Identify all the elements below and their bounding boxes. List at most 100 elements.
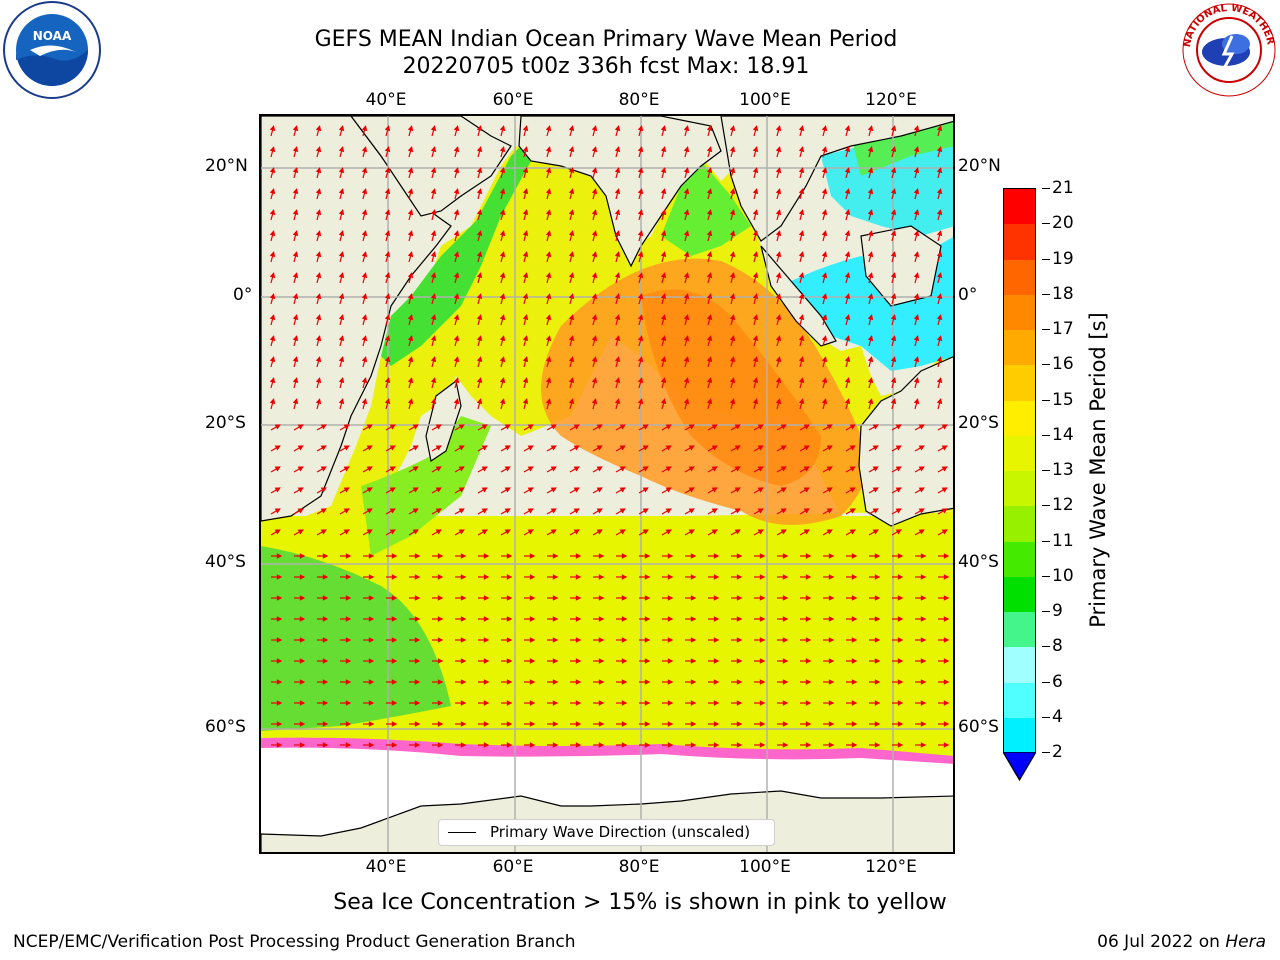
colorbar-tick-label: 6 <box>1052 671 1063 692</box>
wave-arrow-head <box>476 377 483 384</box>
wave-arrow-head <box>322 658 329 664</box>
wave-arrow-head <box>269 146 276 153</box>
wave-arrow-head <box>621 742 628 748</box>
wave-arrow-head <box>366 529 373 535</box>
wave-arrow-head <box>775 125 782 132</box>
wave-arrow-head <box>292 335 299 342</box>
wave-arrow-head <box>389 466 396 472</box>
wave-arrow-head <box>780 424 787 430</box>
wave-arrow-head <box>688 487 695 493</box>
wave-arrow-head <box>315 314 322 321</box>
wave-arrow-head <box>821 314 828 321</box>
colorbar-tick-label: 9 <box>1052 601 1063 621</box>
wave-arrow-head <box>552 616 559 622</box>
wave-arrow-head <box>552 721 559 727</box>
wave-arrow-head <box>757 487 764 493</box>
wave-arrow-head <box>453 398 460 405</box>
wave-arrow-head <box>644 700 651 706</box>
wave-arrow-head <box>460 700 467 706</box>
wave-arrow-head <box>752 314 759 321</box>
wave-arrow-head <box>683 188 690 195</box>
wave-arrow-head <box>476 167 483 174</box>
wave-arrow-head <box>851 595 858 601</box>
wave-arrow-head <box>867 230 874 237</box>
wave-arrow-head <box>568 314 575 321</box>
wave-arrow-head <box>430 398 437 405</box>
wave-arrow-head <box>384 398 391 405</box>
wave-arrow-head <box>736 658 743 664</box>
wave-arrow-head <box>568 335 575 342</box>
wave-arrow-head <box>575 658 582 664</box>
wave-arrow-head <box>389 424 396 430</box>
wave-arrow-head <box>759 595 766 601</box>
wave-arrow-head <box>936 146 943 153</box>
wave-arrow-head <box>782 700 789 706</box>
wave-arrow-head <box>895 529 902 535</box>
wave-arrow-head <box>529 721 536 727</box>
wave-arrow-head <box>619 508 626 514</box>
wave-arrow-head <box>826 508 833 514</box>
wave-arrow-head <box>384 356 391 363</box>
wave-arrow-head <box>596 466 603 472</box>
wave-arrow-head <box>782 553 789 559</box>
wave-arrow-head <box>644 721 651 727</box>
wave-arrow-head <box>828 574 835 580</box>
wave-arrow-head <box>752 125 759 132</box>
wave-arrow-head <box>437 679 444 685</box>
wave-arrow-head <box>943 700 950 706</box>
wave-arrow-head <box>644 679 651 685</box>
wave-arrow-head <box>338 356 345 363</box>
wave-arrow-head <box>407 356 414 363</box>
wave-arrow-head <box>384 146 391 153</box>
wave-arrow-head <box>851 658 858 664</box>
wave-arrow-head <box>711 424 718 430</box>
chart-title: GEFS MEAN Indian Ocean Primary Wave Mean… <box>314 27 898 52</box>
wave-arrow-head <box>619 529 626 535</box>
wave-arrow-head <box>476 209 483 216</box>
wave-arrow-head <box>499 209 506 216</box>
wave-arrow-head <box>552 553 559 559</box>
wave-arrow-head <box>619 466 626 472</box>
wave-arrow-head <box>568 293 575 300</box>
wave-arrow-head <box>867 188 874 195</box>
wave-arrow-head <box>621 679 628 685</box>
wave-arrow-head <box>368 658 375 664</box>
wave-arrow-head <box>435 529 442 535</box>
wave-arrow-head <box>568 251 575 258</box>
wave-arrow-head <box>683 356 690 363</box>
wave-arrow-head <box>414 700 421 706</box>
wave-arrow-head <box>844 356 851 363</box>
wave-arrow-head <box>529 679 536 685</box>
wave-arrow-head <box>338 146 345 153</box>
wave-arrow-head <box>849 487 856 493</box>
map-canvas <box>261 116 953 852</box>
wave-arrow-head <box>476 146 483 153</box>
wave-arrow-head <box>867 293 874 300</box>
wave-arrow-head <box>867 146 874 153</box>
colorbar-tick-label: 12 <box>1052 495 1074 516</box>
wave-arrow-head <box>936 251 943 258</box>
wave-arrow-head <box>872 508 879 514</box>
wave-arrow-head <box>476 314 483 321</box>
wave-arrow-head <box>683 335 690 342</box>
green-west-coast <box>361 416 491 556</box>
wave-arrow-head <box>274 529 281 535</box>
wave-arrow-head <box>322 595 329 601</box>
wave-arrow-head <box>642 445 649 451</box>
wave-arrow-head <box>430 314 437 321</box>
wave-arrow-head <box>851 637 858 643</box>
wave-arrow-head <box>821 356 828 363</box>
wave-arrow-head <box>361 314 368 321</box>
wave-arrow-head <box>476 230 483 237</box>
wave-arrow-head <box>637 272 644 279</box>
wave-arrow-head <box>315 146 322 153</box>
wave-arrow-head <box>361 293 368 300</box>
wave-arrow-head <box>499 251 506 258</box>
wave-arrow-head <box>391 679 398 685</box>
wave-arrow-head <box>407 188 414 195</box>
wave-arrow-head <box>315 251 322 258</box>
wave-arrow-head <box>550 466 557 472</box>
wave-arrow-head <box>759 574 766 580</box>
wave-arrow-head <box>713 616 720 622</box>
wave-arrow-head <box>343 508 350 514</box>
